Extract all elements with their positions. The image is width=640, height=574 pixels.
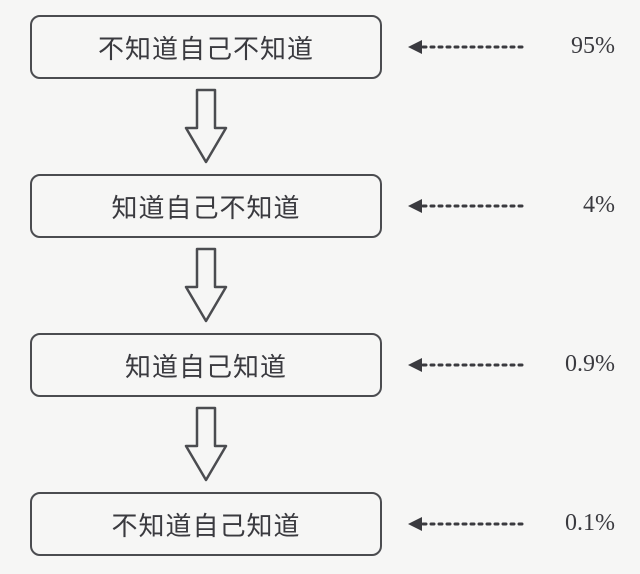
pct-label-2: 4% — [545, 192, 615, 219]
flow-node-3: 知道自己知道 — [30, 333, 382, 397]
pct-label-1: 95% — [545, 33, 615, 60]
side-arrow-4-icon — [404, 514, 526, 534]
pct-label-3: 0.9% — [545, 351, 615, 378]
flow-node-2: 知道自己不知道 — [30, 174, 382, 238]
flow-node-1: 不知道自己不知道 — [30, 15, 382, 79]
flow-node-3-label: 知道自己知道 — [125, 347, 287, 384]
flow-node-4: 不知道自己知道 — [30, 492, 382, 556]
down-arrow-2-icon — [184, 247, 228, 323]
side-arrow-1-icon — [404, 37, 526, 57]
flowchart-stage: 不知道自己不知道 知道自己不知道 知道自己知道 不知道自己知道 95% 4% 0… — [0, 0, 640, 574]
pct-label-4: 0.1% — [545, 510, 615, 537]
flow-node-4-label: 不知道自己知道 — [111, 506, 300, 543]
side-arrow-3-icon — [404, 355, 526, 375]
flow-node-1-label: 不知道自己不知道 — [98, 29, 314, 66]
flow-node-2-label: 知道自己不知道 — [111, 188, 300, 225]
down-arrow-3-icon — [184, 406, 228, 482]
down-arrow-1-icon — [184, 88, 228, 164]
side-arrow-2-icon — [404, 196, 526, 216]
